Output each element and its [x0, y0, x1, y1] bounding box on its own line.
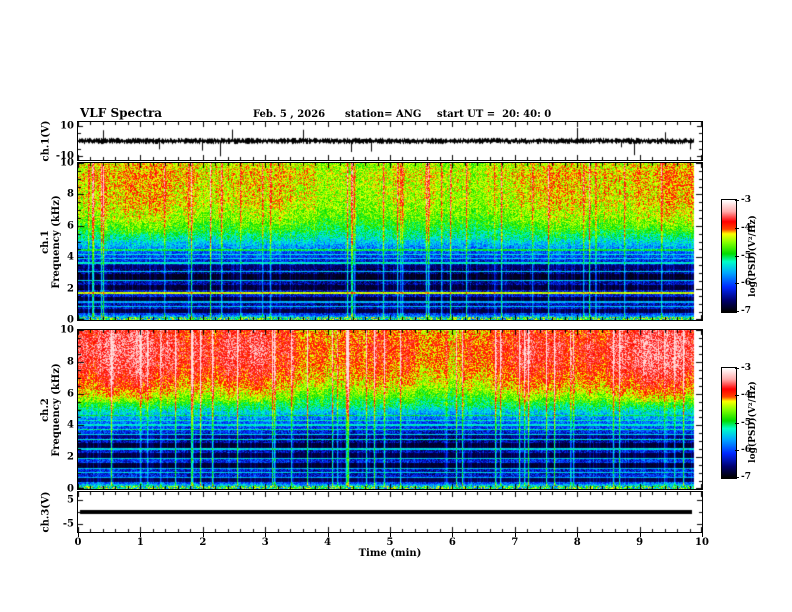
x-major-tick	[390, 533, 391, 537]
ch1-spec-axis-title-line2: Frequency (kHz)	[51, 195, 62, 289]
ch3-wave-axis-title: ch.3(V)	[40, 491, 52, 533]
ch1-spectrogram-canvas	[78, 163, 702, 320]
x-tick-label: 5	[386, 537, 394, 548]
ch2-spectrogram-canvas	[78, 330, 702, 489]
y-tick-label-ch2-spec: 6	[67, 388, 74, 400]
ch1-spec-axis-title: ch.1 Frequency (kHz)	[40, 195, 62, 288]
colorbar-1-tick	[735, 255, 739, 257]
colorbar-2-tick-label: -3	[741, 363, 751, 373]
y-tick-label-ch2-spec: 4	[67, 419, 74, 431]
x-major-tick	[639, 533, 641, 537]
x-tick-label: 7	[511, 537, 519, 548]
x-major-tick	[327, 533, 329, 537]
colorbar-1-tick	[735, 311, 739, 312]
y-tick-label-ch2-spec: 0	[67, 483, 74, 495]
x-major-tick	[265, 533, 267, 537]
x-major-tick	[140, 533, 142, 537]
colorbar-1-tick-label: -7	[741, 306, 751, 316]
x-axis-title: Time (min)	[358, 548, 422, 559]
ch3-waveform-panel	[77, 491, 703, 533]
ch2-spec-axis-title-line2: Frequency (kHz)	[51, 363, 62, 457]
x-tick-label: 8	[573, 537, 581, 548]
y-tick-label-ch1-spec: 4	[67, 251, 74, 263]
colorbar-1-tick	[735, 200, 739, 201]
colorbar-1-tick-label: -3	[741, 195, 751, 205]
x-major-tick	[702, 533, 703, 537]
x-tick-label: 2	[199, 537, 207, 548]
y-tick-label-ch2-spec: 8	[67, 356, 74, 368]
x-tick-label: 1	[136, 537, 144, 548]
x-tick-label: 6	[448, 537, 456, 548]
x-tick-label: 4	[324, 537, 332, 548]
colorbar-2-tick	[735, 449, 739, 451]
y-tick-label-ch1-spec: 8	[67, 188, 74, 200]
y-tick-label-ch2-spec: 2	[67, 451, 74, 463]
colorbar-1-tick	[735, 227, 739, 229]
y-tick-label-ch1-wave: -10	[55, 150, 74, 162]
ch1-spec-axis-title-line1: ch.1	[40, 230, 51, 254]
y-tick-label-ch2-spec: 10	[60, 324, 74, 336]
ch1-waveform-panel	[77, 121, 703, 161]
colorbar-2-tick	[735, 395, 739, 397]
ch1-waveform-canvas	[78, 122, 702, 160]
ch2-spec-axis-title-line1: ch.2	[40, 398, 51, 422]
x-major-tick	[452, 533, 454, 537]
colorbar-1-tick-label: -5	[741, 250, 751, 261]
colorbar-2-tick-label: -6	[741, 444, 751, 455]
colorbar-2-tick	[735, 368, 739, 369]
y-tick-label-ch1-spec: 2	[67, 283, 74, 295]
y-tick-label-ch3-wave: -5	[62, 518, 74, 530]
colorbar-2-tick-label: -4	[741, 390, 751, 401]
x-tick-label: 0	[74, 537, 82, 548]
x-major-tick	[78, 533, 79, 537]
colorbar-2-tick-label: -5	[741, 417, 751, 428]
header-start-ut: start UT = 20: 40: 0	[437, 109, 552, 120]
x-major-tick	[202, 533, 204, 537]
x-tick-label: 9	[636, 537, 644, 548]
ch2-spectrogram-panel	[77, 329, 703, 490]
colorbar-1-tick-label: -6	[741, 278, 751, 289]
ch3-waveform-canvas	[78, 492, 702, 532]
y-tick-label-ch3-wave: 5	[67, 494, 74, 506]
x-tick-label: 10	[695, 537, 709, 548]
y-tick-label-ch1-wave: 10	[60, 120, 74, 132]
colorbar-1-tick	[735, 283, 739, 285]
ch1-spectrogram-panel	[77, 162, 703, 321]
ch1-wave-axis-title: ch.1(V)	[40, 120, 52, 162]
y-tick-label-ch1-spec: 10	[60, 157, 74, 169]
header-station: station= ANG	[345, 109, 422, 120]
colorbar-2-tick	[735, 422, 739, 424]
page-title: VLF Spectra	[80, 106, 163, 120]
x-tick-label: 3	[261, 537, 269, 548]
x-major-tick	[514, 533, 516, 537]
colorbar-2-tick-label: -7	[741, 472, 751, 482]
colorbar-2-tick	[735, 477, 739, 478]
ch2-spec-axis-title: ch.2 Frequency (kHz)	[40, 363, 62, 456]
y-tick-label-ch1-spec: 0	[67, 314, 74, 326]
colorbar-1-gradient	[722, 200, 736, 312]
y-tick-label-ch1-spec: 6	[67, 220, 74, 232]
colorbar-2-gradient	[722, 368, 736, 478]
header-date: Feb. 5 , 2026	[253, 109, 326, 120]
x-major-tick	[577, 533, 579, 537]
colorbar-1-tick-label: -4	[741, 222, 751, 233]
